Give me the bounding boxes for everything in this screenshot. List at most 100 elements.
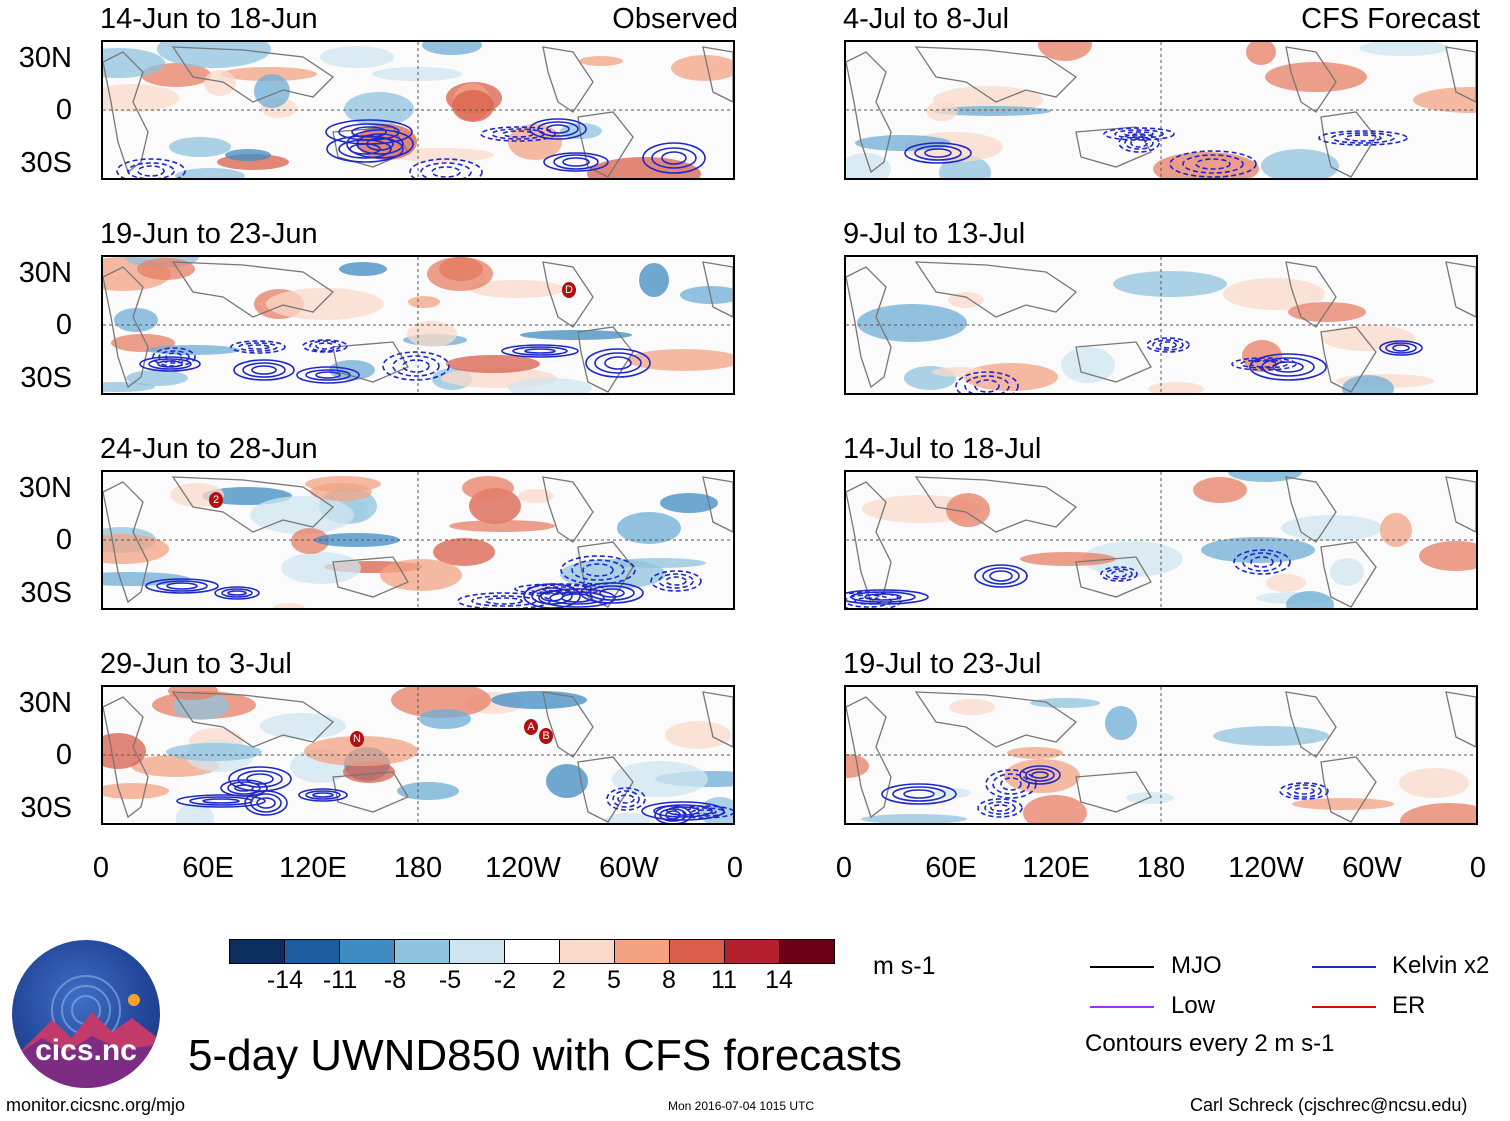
coastline	[542, 691, 594, 758]
panel-title-l4: 29-Jun to 3-Jul	[100, 648, 292, 680]
kelvin-contour	[148, 358, 192, 370]
kelvin-contour	[527, 584, 593, 594]
kelvin-contour	[537, 121, 579, 137]
wind-anomaly-blob	[520, 330, 632, 340]
kelvin-contour	[214, 586, 260, 600]
lat-label-0: 0	[55, 524, 72, 556]
map-panel-l4	[101, 685, 735, 825]
lon-label-0-end: 0	[1469, 852, 1487, 884]
kelvin-contour	[315, 371, 341, 379]
wind-anomaly-blob	[933, 106, 1051, 116]
footer-url[interactable]: monitor.cicsnc.org/mjo	[6, 1095, 186, 1115]
wind-anomaly-blob	[320, 46, 394, 68]
lat-label-30n: 30N	[18, 257, 72, 289]
wind-field-r4	[846, 687, 1476, 823]
coastline	[577, 541, 634, 608]
coastline	[171, 261, 335, 318]
kelvin-contour	[480, 126, 556, 142]
colorbar-label: 5	[607, 966, 621, 994]
wind-anomaly-blob	[671, 55, 733, 81]
kelvin-contour	[512, 346, 568, 356]
coastline	[702, 691, 733, 748]
kelvin-contour	[989, 570, 1013, 582]
cfs-forecast-tag: CFS Forecast	[1301, 3, 1480, 35]
kelvin-contour	[1114, 129, 1164, 139]
wind-field-l4	[103, 687, 733, 823]
coastline	[332, 126, 409, 168]
wind-anomaly-blob	[103, 783, 169, 799]
wind-anomaly-blob	[861, 814, 967, 823]
wind-anomaly-blob	[617, 512, 681, 544]
kelvin-contour	[127, 162, 175, 178]
wind-anomaly-blob	[304, 736, 418, 766]
kelvin-contour	[166, 582, 198, 590]
kelvin-contour	[157, 360, 183, 368]
wind-anomaly-blob	[491, 691, 587, 709]
coastline	[702, 476, 733, 533]
kelvin-contour	[244, 790, 288, 816]
coastline	[702, 46, 733, 103]
contour-note: Contours every 2 m s-1	[1085, 1030, 1335, 1057]
lat-label-30s: 30S	[20, 577, 72, 609]
wind-anomaly-blob	[407, 321, 457, 347]
kelvin-contour	[1103, 127, 1175, 141]
wind-anomaly-blob	[1286, 591, 1334, 608]
wind-anomaly-blob	[1193, 477, 1247, 503]
wind-anomaly-blob	[932, 367, 988, 377]
kelvin-contour	[296, 366, 360, 384]
wind-anomaly-blob	[1023, 795, 1087, 823]
wind-anomaly-blob	[114, 308, 158, 332]
mjo-line	[1090, 966, 1154, 968]
legend-er: ER	[1392, 992, 1426, 1019]
kelvin-contour	[658, 573, 694, 589]
colorbar-label: 2	[552, 966, 566, 994]
colorbar-swatch	[559, 940, 614, 963]
coastline	[1285, 261, 1337, 328]
coastline	[914, 691, 1078, 748]
wind-anomaly-blob	[422, 42, 482, 55]
wind-anomaly-blob	[1148, 382, 1204, 393]
cics-logo: cics.nc	[12, 940, 160, 1088]
lat-label-30s: 30S	[20, 792, 72, 824]
wind-anomaly-blob	[639, 263, 669, 297]
coastline	[103, 481, 149, 604]
wind-anomaly-blob	[1261, 149, 1339, 178]
kelvin-contour	[651, 147, 697, 169]
wind-anomaly-blob	[1400, 803, 1476, 823]
lat-label-0: 0	[55, 739, 72, 771]
panel-title-r2: 9-Jul to 13-Jul	[843, 218, 1026, 250]
legend-low: Low	[1171, 992, 1216, 1019]
figure-title: 5-day UWND850 with CFS forecasts	[188, 1031, 902, 1080]
wind-anomaly-blob	[1330, 558, 1364, 586]
wind-anomaly-blob	[857, 304, 967, 342]
kelvin-contour	[139, 356, 201, 372]
wind-anomaly-blob	[204, 70, 236, 96]
wind-anomaly-blob	[1342, 375, 1394, 393]
kelvin-contour	[221, 588, 253, 598]
kelvin-contour	[309, 340, 341, 352]
kelvin-contour	[1344, 134, 1382, 142]
kelvin-contour	[571, 559, 625, 581]
wind-anomaly-blob	[372, 67, 462, 81]
wind-anomaly-blob	[560, 559, 666, 589]
kelvin-contour	[1124, 136, 1154, 150]
coastline	[1320, 756, 1377, 823]
wind-anomaly-blob	[1246, 42, 1276, 65]
wind-anomaly-blob	[665, 721, 731, 749]
wind-anomaly-blob	[1004, 759, 1080, 793]
map-panel-r1	[844, 40, 1478, 180]
wind-anomaly-blob	[1038, 42, 1092, 61]
wind-anomaly-blob	[926, 101, 958, 121]
kelvin-contour	[1286, 784, 1322, 798]
kelvin-contour	[302, 339, 348, 353]
map-panel-r3	[844, 470, 1478, 610]
kelvin-contour	[312, 792, 334, 798]
coastline	[1445, 46, 1476, 103]
wind-anomaly-blob	[273, 603, 305, 608]
kelvin-contour	[242, 362, 286, 378]
wind-anomaly-blob	[281, 552, 361, 584]
kelvin-contour	[1379, 340, 1423, 356]
coastline	[846, 481, 892, 604]
colorbar-swatch	[449, 940, 504, 963]
kelvin-contour	[485, 597, 523, 605]
